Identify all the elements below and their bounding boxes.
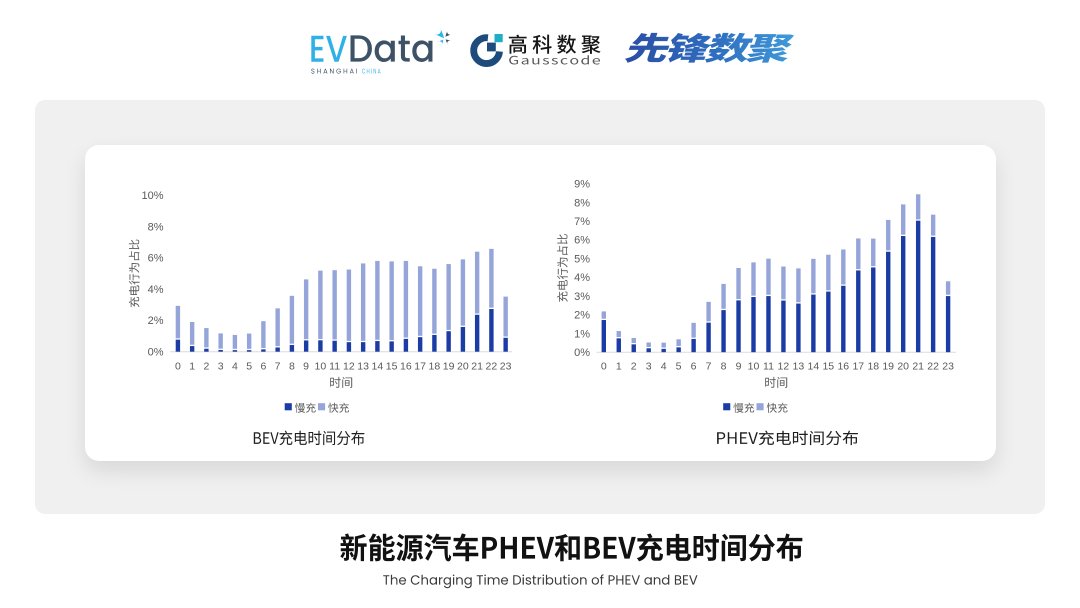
svg-text:4%: 4% bbox=[148, 284, 164, 296]
svg-text:20: 20 bbox=[457, 360, 469, 372]
svg-text:22: 22 bbox=[486, 360, 498, 372]
svg-text:20: 20 bbox=[897, 360, 909, 372]
svg-text:13: 13 bbox=[357, 360, 369, 372]
svg-text:6: 6 bbox=[260, 360, 266, 372]
svg-text:9: 9 bbox=[736, 360, 742, 372]
svg-text:0%: 0% bbox=[148, 347, 164, 359]
svg-text:21: 21 bbox=[912, 360, 924, 372]
svg-text:21: 21 bbox=[471, 360, 483, 372]
svg-text:15: 15 bbox=[386, 360, 398, 372]
svg-text:0: 0 bbox=[601, 360, 607, 372]
svg-text:5: 5 bbox=[676, 360, 682, 372]
svg-text:16: 16 bbox=[400, 360, 412, 372]
svg-text:5: 5 bbox=[246, 360, 252, 372]
svg-text:12: 12 bbox=[778, 360, 790, 372]
svg-text:14: 14 bbox=[808, 360, 820, 372]
svg-text:18: 18 bbox=[867, 360, 879, 372]
svg-text:6%: 6% bbox=[574, 235, 590, 247]
svg-text:4: 4 bbox=[661, 360, 667, 372]
svg-text:17: 17 bbox=[414, 360, 426, 372]
svg-text:7: 7 bbox=[275, 360, 281, 372]
svg-text:9: 9 bbox=[303, 360, 309, 372]
svg-text:16: 16 bbox=[837, 360, 849, 372]
svg-text:8%: 8% bbox=[574, 197, 590, 209]
svg-text:4: 4 bbox=[232, 360, 238, 372]
svg-text:0: 0 bbox=[175, 360, 181, 372]
svg-text:13: 13 bbox=[793, 360, 805, 372]
svg-text:23: 23 bbox=[500, 360, 512, 372]
svg-text:19: 19 bbox=[443, 360, 455, 372]
svg-text:8: 8 bbox=[289, 360, 295, 372]
svg-text:14: 14 bbox=[372, 360, 384, 372]
svg-text:7%: 7% bbox=[574, 216, 590, 228]
svg-text:6: 6 bbox=[691, 360, 697, 372]
svg-text:0%: 0% bbox=[574, 347, 590, 359]
svg-text:8%: 8% bbox=[148, 221, 164, 233]
svg-text:3: 3 bbox=[218, 360, 224, 372]
svg-text:22: 22 bbox=[927, 360, 939, 372]
svg-text:2: 2 bbox=[631, 360, 637, 372]
svg-text:2%: 2% bbox=[574, 310, 590, 322]
svg-text:2%: 2% bbox=[148, 315, 164, 327]
svg-text:17: 17 bbox=[852, 360, 864, 372]
svg-text:5%: 5% bbox=[574, 253, 590, 265]
svg-text:3%: 3% bbox=[574, 291, 590, 303]
svg-text:8: 8 bbox=[721, 360, 727, 372]
svg-text:10%: 10% bbox=[141, 190, 163, 202]
svg-text:15: 15 bbox=[822, 360, 834, 372]
svg-text:12: 12 bbox=[343, 360, 355, 372]
svg-text:23: 23 bbox=[942, 360, 954, 372]
svg-text:19: 19 bbox=[882, 360, 894, 372]
svg-text:2: 2 bbox=[203, 360, 209, 372]
svg-text:3: 3 bbox=[646, 360, 652, 372]
svg-text:4%: 4% bbox=[574, 272, 590, 284]
svg-text:7: 7 bbox=[706, 360, 712, 372]
svg-text:11: 11 bbox=[329, 360, 340, 372]
svg-text:10: 10 bbox=[315, 360, 327, 372]
svg-text:9%: 9% bbox=[574, 179, 590, 191]
svg-text:6%: 6% bbox=[148, 253, 164, 265]
svg-text:18: 18 bbox=[429, 360, 441, 372]
svg-text:11: 11 bbox=[763, 360, 774, 372]
svg-text:10: 10 bbox=[748, 360, 760, 372]
svg-text:1: 1 bbox=[616, 360, 622, 372]
svg-text:1%: 1% bbox=[574, 328, 590, 340]
svg-text:1: 1 bbox=[189, 360, 195, 372]
